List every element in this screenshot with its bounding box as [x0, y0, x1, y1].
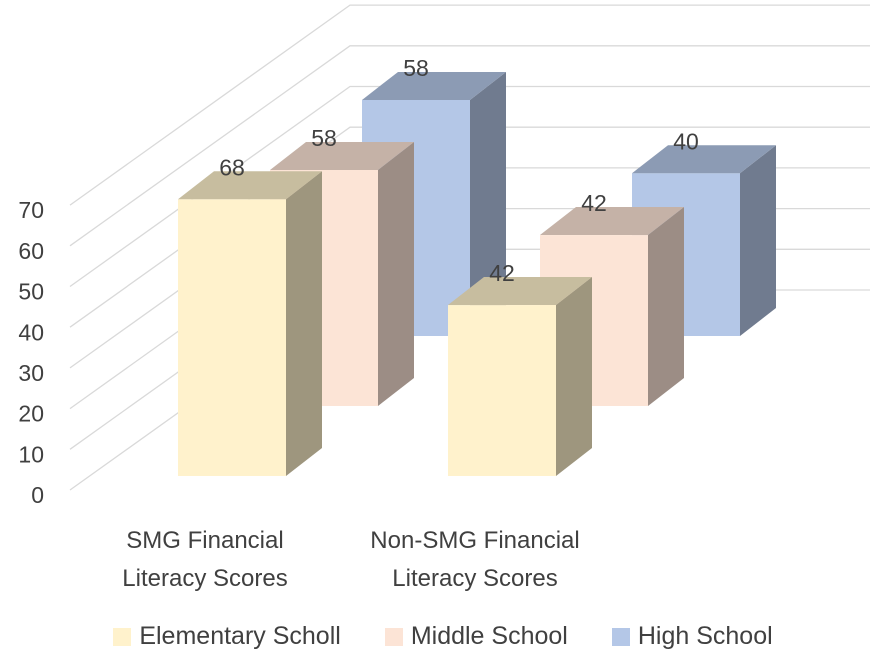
- legend-item: Elementary Scholl: [113, 622, 341, 651]
- bar-top: [632, 145, 776, 174]
- bar-side: [648, 207, 684, 406]
- legend-swatch: [384, 627, 403, 646]
- bar-side: [286, 171, 322, 477]
- legend-label: High School: [637, 622, 773, 650]
- bar: 58: [362, 55, 506, 336]
- value-label: 40: [673, 128, 699, 154]
- legend-label: Middle School: [410, 622, 568, 650]
- bar-side: [470, 71, 506, 336]
- grid-line: [69, 85, 870, 288]
- y-tick-label: 50: [18, 279, 44, 305]
- value-label: 58: [403, 55, 429, 81]
- y-tick-label: 0: [31, 482, 44, 508]
- y-tick-label: 10: [18, 441, 44, 467]
- bar: 68: [178, 154, 322, 477]
- plot: 0 10 20 30 40 50 60 70 58 40 58 42 68 42: [18, 4, 870, 508]
- legend-item: High School: [611, 622, 773, 651]
- y-tick-label: 70: [18, 197, 44, 223]
- grid-line: [69, 4, 870, 206]
- value-label: 42: [581, 190, 607, 216]
- legend-swatch: [611, 627, 630, 646]
- bar-side: [556, 277, 592, 476]
- legend-item: Middle School: [384, 622, 568, 651]
- bar-front: [178, 199, 286, 477]
- bar-front: [448, 305, 556, 476]
- bar: 42: [448, 260, 592, 476]
- x-tick-label: Non-SMG Financial Literacy Scores: [370, 527, 580, 592]
- bar-top: [448, 277, 592, 306]
- bar-top: [362, 71, 506, 100]
- x-tick-label: SMG Financial Literacy Scores: [122, 527, 288, 592]
- bar-top: [270, 141, 414, 170]
- value-label: 42: [489, 260, 515, 286]
- legend: Elementary Scholl Middle School High Schoo…: [0, 622, 886, 651]
- grid-line: [69, 45, 870, 247]
- bar-side: [740, 145, 776, 336]
- value-label: 68: [219, 154, 245, 180]
- bar-top: [178, 171, 322, 200]
- grid-line: [69, 126, 870, 328]
- y-tick-label: 40: [18, 319, 44, 345]
- value-label: 58: [311, 125, 337, 151]
- y-tick-label: 30: [18, 360, 44, 386]
- legend-swatch: [113, 627, 132, 646]
- legend-label: Elementary Scholl: [139, 622, 341, 650]
- y-tick-label: 20: [18, 401, 44, 427]
- bar-top: [540, 207, 684, 236]
- bar-side: [378, 141, 414, 406]
- y-tick-label: 60: [18, 238, 44, 264]
